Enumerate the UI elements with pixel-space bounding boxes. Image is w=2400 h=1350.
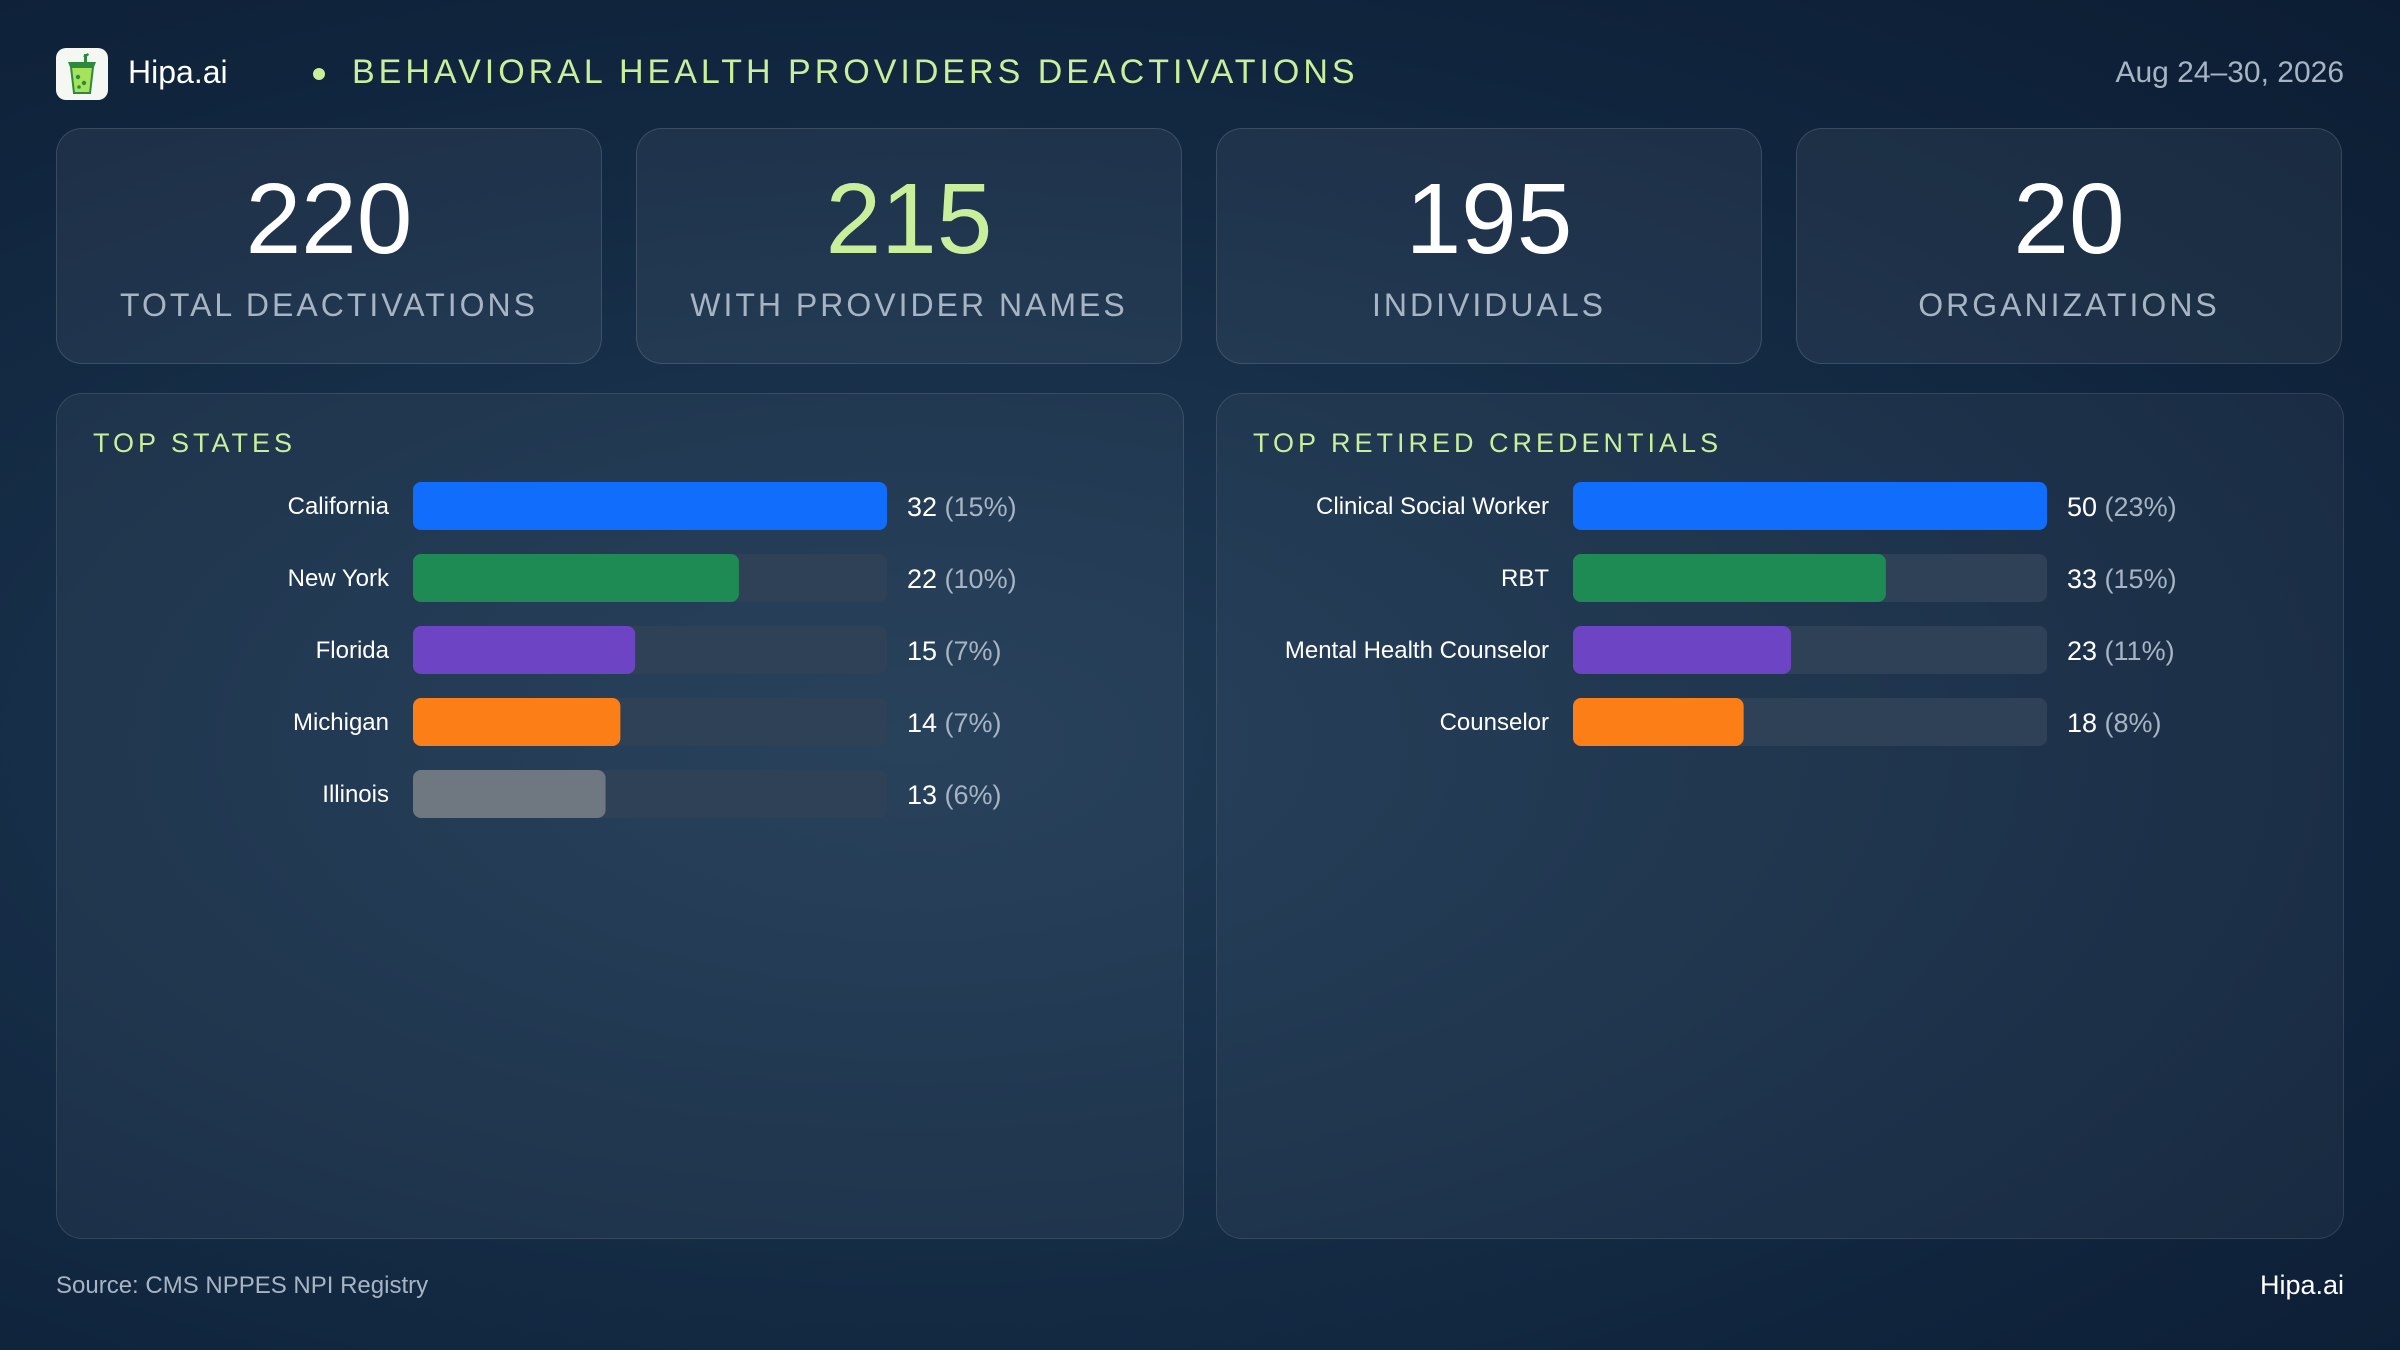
separator-dot	[313, 68, 325, 80]
bar-percent: (15%)	[2105, 564, 2177, 594]
bar	[413, 626, 636, 674]
kpi-value: 220	[245, 163, 413, 275]
bar-value: 50	[2067, 492, 2105, 522]
bar-category-label: RBT	[1501, 565, 1549, 592]
bar	[1573, 698, 1744, 746]
drink-cup-icon	[68, 53, 96, 94]
brand-name: Hipa.ai	[128, 54, 228, 90]
bar-value: 33	[2067, 564, 2105, 594]
bar-data-label: 22 (10%)	[907, 564, 1017, 594]
bar-percent: (8%)	[2105, 708, 2162, 738]
kpi-label: WITH PROVIDER NAMES	[690, 287, 1128, 323]
bar-value: 32	[907, 492, 945, 522]
bar-category-label: California	[288, 493, 390, 520]
bar	[413, 770, 606, 818]
bar	[1573, 626, 1792, 674]
header: Hipa.ai BEHAVIORAL HEALTH PROVIDERS DEAC…	[56, 48, 2344, 100]
bar-category-label: Michigan	[293, 709, 389, 736]
bar-value: 15	[907, 636, 945, 666]
bar-value: 22	[907, 564, 945, 594]
bar-data-label: 13 (6%)	[907, 780, 1002, 810]
top-credentials-panel: TOP RETIRED CREDENTIALS Clinical Social …	[1216, 393, 2344, 1239]
footer-brand: Hipa.ai	[2259, 1270, 2344, 1300]
bar-value: 18	[2067, 708, 2105, 738]
bar-value: 13	[907, 780, 945, 810]
bar-percent: (7%)	[945, 636, 1002, 666]
bar-data-label: 33 (15%)	[2067, 564, 2177, 594]
top-states-chart: California 32 (15%) New York 22 (10%) Florid…	[288, 482, 1017, 818]
bar-value: 23	[2067, 636, 2105, 666]
bar	[413, 482, 887, 530]
bar-data-label: 23 (11%)	[2067, 636, 2175, 666]
bar-category-label: Florida	[316, 637, 390, 664]
bar-data-label: 14 (7%)	[907, 708, 1002, 738]
dashboard-title: BEHAVIORAL HEALTH PROVIDERS DEACTIVATION…	[352, 53, 1359, 91]
bar-data-label: 18 (8%)	[2067, 708, 2162, 738]
kpi-value: 215	[825, 163, 993, 275]
bar	[1573, 554, 1886, 602]
bar-percent: (11%)	[2105, 636, 2175, 666]
kpi-value: 20	[2013, 163, 2125, 275]
kpi-card-individuals: 195 INDIVIDUALS	[1216, 128, 1762, 364]
bar-data-label: 32 (15%)	[907, 492, 1017, 522]
bar-data-label: 15 (7%)	[907, 636, 1002, 666]
kpi-card-total: 220 TOTAL DEACTIVATIONS	[56, 128, 602, 364]
bar	[413, 698, 621, 746]
top-credentials-chart: Clinical Social Worker 50 (23%) RBT 33 (15%…	[1285, 482, 2177, 746]
chart-title: TOP RETIRED CREDENTIALS	[1253, 428, 1723, 458]
bar	[1573, 482, 2047, 530]
bar	[413, 554, 739, 602]
date-range: Aug 24–30, 2026	[2115, 56, 2344, 89]
bar-category-label: Illinois	[322, 781, 389, 808]
kpi-value: 195	[1405, 163, 1573, 275]
bar-category-label: Mental Health Counselor	[1285, 637, 1549, 664]
bar-category-label: Clinical Social Worker	[1316, 493, 1549, 520]
kpi-label: TOTAL DEACTIVATIONS	[120, 287, 538, 323]
top-states-panel: TOP STATES California 32 (15%) New York 22 …	[56, 393, 1184, 1239]
kpi-label: ORGANIZATIONS	[1918, 287, 2220, 323]
bar-value: 14	[907, 708, 945, 738]
bar-data-label: 50 (23%)	[2067, 492, 2177, 522]
kpi-card-organizations: 20 ORGANIZATIONS	[1796, 128, 2342, 364]
logo	[56, 48, 108, 100]
source-note: Source: CMS NPPES NPI Registry	[56, 1272, 429, 1299]
bar-percent: (6%)	[945, 780, 1002, 810]
bar-percent: (10%)	[945, 564, 1017, 594]
kpi-label: INDIVIDUALS	[1372, 287, 1606, 323]
bar-category-label: New York	[288, 565, 390, 592]
kpi-card-with-names: 215 WITH PROVIDER NAMES	[636, 128, 1182, 364]
bar-percent: (7%)	[945, 708, 1002, 738]
chart-title: TOP STATES	[93, 428, 297, 458]
bar-percent: (15%)	[945, 492, 1017, 522]
bar-percent: (23%)	[2105, 492, 2177, 522]
bar-category-label: Counselor	[1440, 709, 1549, 736]
